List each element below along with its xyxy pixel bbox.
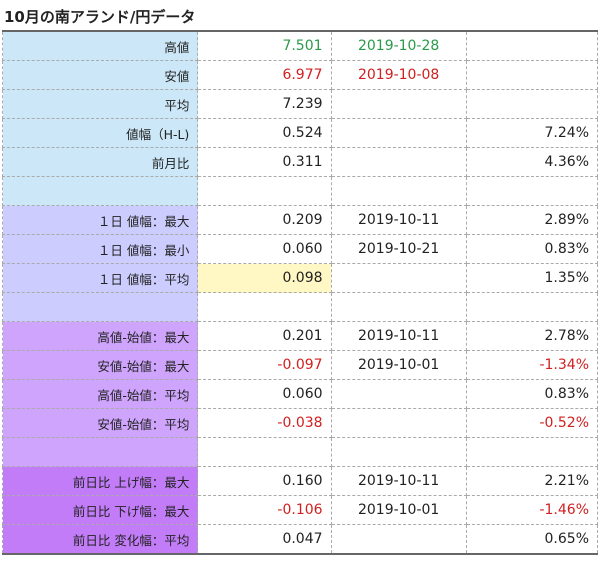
row-label: 安値 [1,60,199,90]
row-label: 平均 [1,89,199,119]
table-row: １日 値幅：最大 0.209 2019-10-11 2.89% [1,205,599,235]
date-cell: 2019-10-08 [330,60,467,90]
value-cell: 0.524 [197,118,332,148]
row-label: １日 値幅：最大 [1,205,199,235]
date-cell [330,118,467,148]
table-row: 高値-始値：最大 0.201 2019-10-11 2.78% [1,321,599,351]
date-cell: 2019-10-21 [330,234,467,264]
row-label: 安値-始値：平均 [1,408,199,438]
table-row: １日 値幅：平均 0.098 1.35% [1,263,599,293]
percent-cell: -1.46% [465,495,599,525]
percent-cell: -1.34% [465,350,599,380]
percent-cell: 0.65% [465,524,599,555]
date-cell [330,263,467,293]
table-row: 安値-始値：平均 -0.038 -0.52% [1,408,599,438]
percent-cell [465,437,599,467]
table-row: 安値-始値：最大 -0.097 2019-10-01 -1.34% [1,350,599,380]
table-row: 前日比 上げ幅：最大 0.160 2019-10-11 2.21% [1,466,599,496]
percent-cell: 7.24% [465,118,599,148]
value-cell: 6.977 [197,60,332,90]
table-row [1,437,599,467]
table-row: 値幅（H-L) 0.524 7.24% [1,118,599,148]
row-label: 前日比 上げ幅：最大 [1,466,199,496]
date-cell: 2019-10-01 [330,495,467,525]
row-label: 高値 [1,30,199,61]
page-title: 10月の南アランド/円データ [4,8,196,26]
value-cell: 0.047 [197,524,332,555]
row-label: 高値-始値：最大 [1,321,199,351]
value-cell: 0.160 [197,466,332,496]
date-cell: 2019-10-01 [330,350,467,380]
value-cell: -0.038 [197,408,332,438]
value-cell: 0.060 [197,234,332,264]
value-cell [197,292,332,322]
percent-cell: 4.36% [465,147,599,177]
row-label: 安値-始値：最大 [1,350,199,380]
row-label [1,176,199,206]
value-cell: -0.097 [197,350,332,380]
percent-cell: 0.83% [465,379,599,409]
percent-cell [465,176,599,206]
row-label: 高値-始値：平均 [1,379,199,409]
date-cell: 2019-10-11 [330,466,467,496]
date-cell: 2019-10-11 [330,205,467,235]
table-row: 前日比 変化幅：平均 0.047 0.65% [1,524,599,555]
value-cell: 7.239 [197,89,332,119]
row-label: 値幅（H-L) [1,118,199,148]
date-cell [330,147,467,177]
percent-cell: -0.52% [465,408,599,438]
percent-cell: 2.21% [465,466,599,496]
table-row: １日 値幅：最小 0.060 2019-10-21 0.83% [1,234,599,264]
table-row: 平均 7.239 [1,89,599,119]
table-row: 高値-始値：平均 0.060 0.83% [1,379,599,409]
value-cell: 7.501 [197,30,332,61]
table-row: 安値 6.977 2019-10-08 [1,60,599,90]
percent-cell: 0.83% [465,234,599,264]
row-label [1,292,199,322]
value-cell: -0.106 [197,495,332,525]
value-cell: 0.060 [197,379,332,409]
table-row: 前日比 下げ幅：最大 -0.106 2019-10-01 -1.46% [1,495,599,525]
table-row: 高値 7.501 2019-10-28 [1,30,599,61]
table-row [1,292,599,322]
date-cell [330,437,467,467]
table-row [1,176,599,206]
row-label: 前日比 変化幅：平均 [1,524,199,555]
value-cell [197,176,332,206]
data-table: 高値 7.501 2019-10-28 安値 6.977 2019-10-08 平均 7.23… [1,30,599,555]
date-cell: 2019-10-11 [330,321,467,351]
percent-cell [465,30,599,61]
row-label: 前月比 [1,147,199,177]
row-label [1,437,199,467]
percent-cell [465,89,599,119]
date-cell [330,176,467,206]
value-cell: 0.201 [197,321,332,351]
percent-cell: 2.78% [465,321,599,351]
date-cell [330,524,467,555]
percent-cell: 1.35% [465,263,599,293]
date-cell: 2019-10-28 [330,30,467,61]
value-cell: 0.209 [197,205,332,235]
date-cell [330,89,467,119]
value-cell [197,437,332,467]
row-label: １日 値幅：最小 [1,234,199,264]
percent-cell [465,60,599,90]
row-label: １日 値幅：平均 [1,263,199,293]
date-cell [330,292,467,322]
row-label: 前日比 下げ幅：最大 [1,495,199,525]
percent-cell [465,292,599,322]
value-cell: 0.098 [197,263,332,293]
table-row: 前月比 0.311 4.36% [1,147,599,177]
date-cell [330,408,467,438]
value-cell: 0.311 [197,147,332,177]
percent-cell: 2.89% [465,205,599,235]
date-cell [330,379,467,409]
